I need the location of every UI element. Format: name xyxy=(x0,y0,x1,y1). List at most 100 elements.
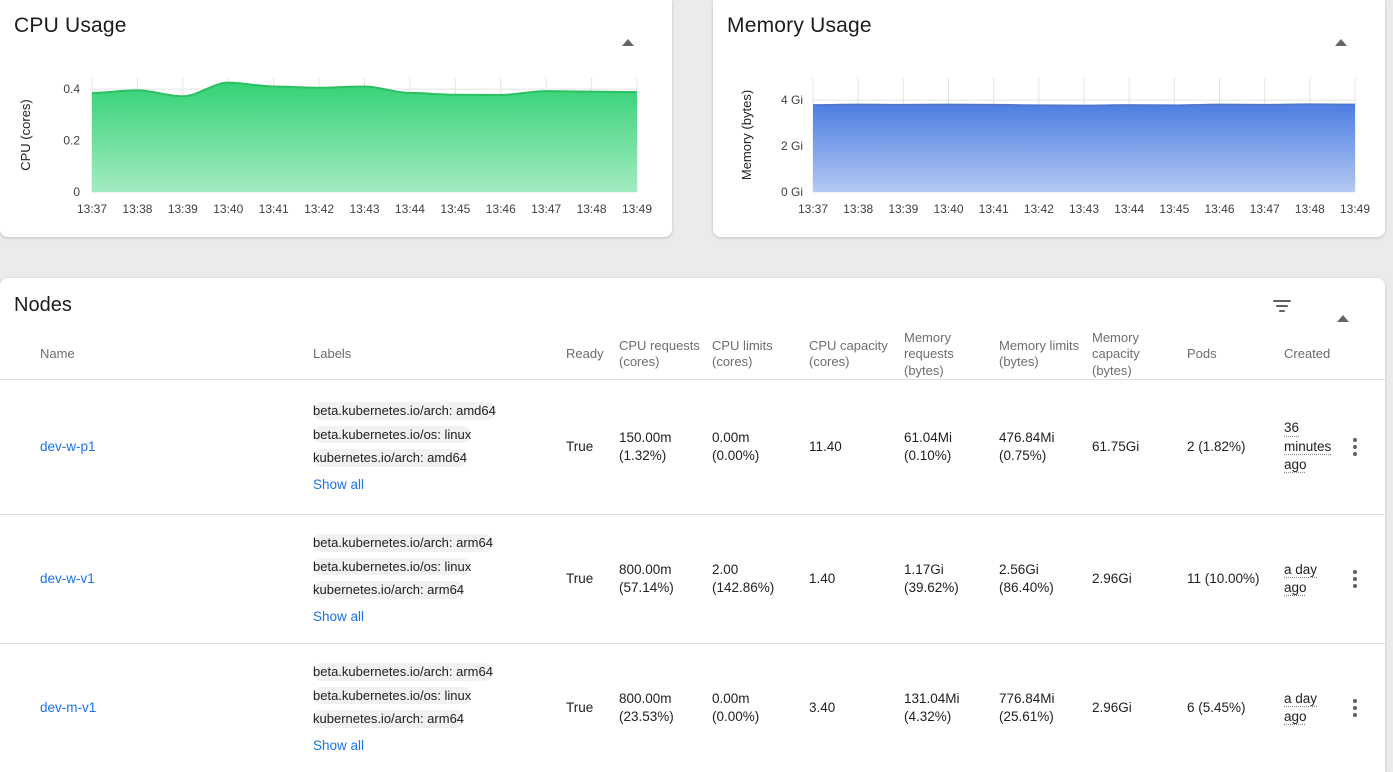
memory-capacity-cell: 2.96Gi xyxy=(1092,514,1187,644)
cpu-limits-cell: 2.00 (142.86%) xyxy=(712,514,809,644)
svg-text:13:46: 13:46 xyxy=(486,202,516,216)
label-chip: beta.kubernetes.io/os: linux xyxy=(313,686,472,705)
show-all-link[interactable]: Show all xyxy=(313,608,365,624)
chevron-up-icon xyxy=(1337,300,1349,322)
svg-text:0 Gi: 0 Gi xyxy=(781,185,803,199)
svg-text:13:49: 13:49 xyxy=(622,202,652,216)
svg-text:13:37: 13:37 xyxy=(798,202,828,216)
svg-text:13:49: 13:49 xyxy=(1340,202,1370,216)
label-chip: kubernetes.io/arch: arm64 xyxy=(313,581,465,599)
col-header-memory-limits: Memory limits (bytes) xyxy=(999,330,1092,380)
svg-text:13:43: 13:43 xyxy=(1069,202,1099,216)
label-chip: beta.kubernetes.io/arch: amd64 xyxy=(313,402,496,420)
label-chip: beta.kubernetes.io/arch: arm64 xyxy=(313,663,493,681)
svg-text:13:38: 13:38 xyxy=(122,202,152,216)
memory-capacity-cell: 61.75Gi xyxy=(1092,379,1187,515)
chevron-up-icon xyxy=(622,24,634,46)
cpu-limits-cell: 0.00m (0.00%) xyxy=(712,643,809,772)
col-header-ready: Ready xyxy=(566,330,619,380)
svg-text:13:41: 13:41 xyxy=(259,202,289,216)
svg-text:13:37: 13:37 xyxy=(77,202,107,216)
nodes-title: Nodes xyxy=(14,294,72,316)
svg-text:13:47: 13:47 xyxy=(1250,202,1280,216)
svg-text:13:39: 13:39 xyxy=(888,202,918,216)
col-header-memory-requests: Memory requests (bytes) xyxy=(904,330,999,380)
memory-card-collapse-button[interactable] xyxy=(1333,24,1349,46)
memory-limits-cell: 2.56Gi (86.40%) xyxy=(999,514,1092,644)
show-all-link[interactable]: Show all xyxy=(313,737,365,753)
node-row: dev-w-p1 beta.kubernetes.io/arch: amd64 … xyxy=(0,379,1385,515)
memory-requests-cell: 131.04Mi (4.32%) xyxy=(904,643,999,772)
svg-text:13:39: 13:39 xyxy=(168,202,198,216)
svg-text:4 Gi: 4 Gi xyxy=(781,93,803,107)
created-cell: a day ago xyxy=(1284,690,1318,724)
svg-text:13:47: 13:47 xyxy=(531,202,561,216)
cpu-requests-cell: 150.00m (1.32%) xyxy=(619,379,712,515)
svg-text:13:48: 13:48 xyxy=(1295,202,1325,216)
svg-text:13:44: 13:44 xyxy=(395,202,425,216)
ready-cell: True xyxy=(566,514,619,644)
label-chip: beta.kubernetes.io/arch: arm64 xyxy=(313,534,493,552)
svg-text:CPU (cores): CPU (cores) xyxy=(18,99,33,171)
nodes-panel: Nodes Name Labels Ready CPU requests (co… xyxy=(0,278,1385,772)
memory-capacity-cell: 2.96Gi xyxy=(1092,643,1187,772)
col-header-created: Created xyxy=(1284,330,1345,380)
node-name-link[interactable]: dev-w-p1 xyxy=(40,438,96,454)
memory-limits-cell: 476.84Mi (0.75%) xyxy=(999,379,1092,515)
cpu-requests-cell: 800.00m (23.53%) xyxy=(619,643,712,772)
cpu-limits-cell: 0.00m (0.00%) xyxy=(712,379,809,515)
svg-text:13:40: 13:40 xyxy=(933,202,963,216)
svg-text:13:45: 13:45 xyxy=(1159,202,1189,216)
col-header-name: Name xyxy=(40,330,313,380)
cpu-capacity-cell: 3.40 xyxy=(809,643,904,772)
nodes-actions xyxy=(1271,298,1351,322)
node-name-link[interactable]: dev-w-v1 xyxy=(40,570,95,586)
node-row: dev-w-v1 beta.kubernetes.io/arch: arm64 … xyxy=(0,514,1385,644)
svg-text:Memory (bytes): Memory (bytes) xyxy=(739,90,754,180)
col-header-cpu-limits: CPU limits (cores) xyxy=(712,330,809,380)
nodes-table: Name Labels Ready CPU requests (cores) C… xyxy=(0,330,1385,772)
col-header-pods: Pods xyxy=(1187,330,1284,380)
col-header-cpu-requests: CPU requests (cores) xyxy=(619,330,712,380)
show-all-link[interactable]: Show all xyxy=(313,476,365,492)
filter-icon[interactable] xyxy=(1271,298,1293,314)
memory-usage-title: Memory Usage xyxy=(727,14,872,37)
ready-cell: True xyxy=(566,379,619,515)
cpu-capacity-cell: 1.40 xyxy=(809,514,904,644)
nodes-collapse-button[interactable] xyxy=(1335,300,1351,322)
memory-requests-cell: 1.17Gi (39.62%) xyxy=(904,514,999,644)
pods-cell: 11 (10.00%) xyxy=(1187,514,1284,644)
memory-usage-card: Memory Usage 13:37 13:38 13:39 13:40 13:41 13… xyxy=(713,0,1385,237)
svg-text:13:42: 13:42 xyxy=(304,202,334,216)
col-header-labels: Labels xyxy=(313,330,566,380)
row-menu-icon[interactable] xyxy=(1349,695,1361,721)
label-chip: kubernetes.io/arch: amd64 xyxy=(313,449,467,467)
label-chip: kubernetes.io/arch: arm64 xyxy=(313,710,465,728)
cpu-card-collapse-button[interactable] xyxy=(620,24,636,46)
svg-text:2 Gi: 2 Gi xyxy=(781,139,803,153)
cpu-capacity-cell: 11.40 xyxy=(809,379,904,515)
memory-limits-cell: 776.84Mi (25.61%) xyxy=(999,643,1092,772)
node-row: dev-m-v1 beta.kubernetes.io/arch: arm64 … xyxy=(0,643,1385,772)
svg-text:13:41: 13:41 xyxy=(979,202,1009,216)
col-header-memory-capacity: Memory capacity (bytes) xyxy=(1092,330,1187,380)
node-name-link[interactable]: dev-m-v1 xyxy=(40,699,97,715)
row-menu-icon[interactable] xyxy=(1349,434,1361,460)
pods-cell: 2 (1.82%) xyxy=(1187,379,1284,515)
pods-cell: 6 (5.45%) xyxy=(1187,643,1284,772)
cpu-requests-cell: 800.00m (57.14%) xyxy=(619,514,712,644)
cpu-usage-card: CPU Usage 13:37 13:38 13:39 13:40 13:41 13:42… xyxy=(0,0,672,237)
memory-requests-cell: 61.04Mi (0.10%) xyxy=(904,379,999,515)
created-cell: a day ago xyxy=(1284,561,1318,595)
row-menu-icon[interactable] xyxy=(1349,566,1361,592)
svg-text:13:45: 13:45 xyxy=(440,202,470,216)
svg-text:0: 0 xyxy=(73,185,80,199)
svg-text:0.2: 0.2 xyxy=(63,134,80,148)
svg-text:13:42: 13:42 xyxy=(1024,202,1054,216)
svg-text:13:44: 13:44 xyxy=(1114,202,1144,216)
ready-cell: True xyxy=(566,643,619,772)
svg-text:13:48: 13:48 xyxy=(577,202,607,216)
label-chip: beta.kubernetes.io/os: linux xyxy=(313,557,472,576)
chevron-up-icon xyxy=(1335,24,1347,46)
svg-text:13:43: 13:43 xyxy=(349,202,379,216)
